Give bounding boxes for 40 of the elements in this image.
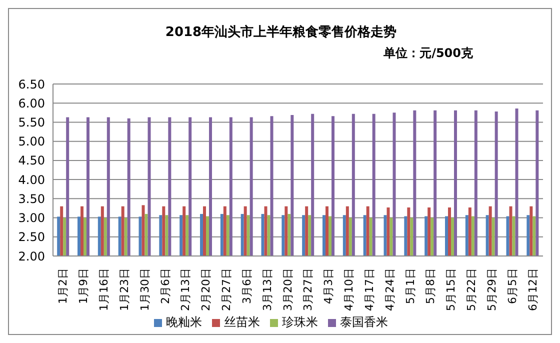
x-tick-label: 4月10日: [342, 268, 356, 311]
x-tick-label: 1月2日: [56, 268, 70, 304]
x-tick-label: 5月22日: [465, 268, 478, 311]
x-tick-label: 5月29日: [485, 268, 498, 311]
x-tick-label: 1月9日: [77, 268, 90, 304]
x-tick-label: 5月15日: [444, 268, 458, 311]
x-tick-label: 2月20日: [200, 268, 213, 311]
x-tick-label: 6月12日: [526, 268, 540, 311]
x-tick-label: 3月27日: [302, 268, 315, 311]
x-tick-label: 2月13日: [179, 268, 192, 311]
y-tick-label: 2.50: [18, 230, 45, 244]
x-tick-label: 2月6日: [158, 268, 172, 304]
x-tick-label: 5月8日: [424, 268, 438, 304]
y-tick-label: 5.50: [18, 115, 45, 130]
x-tick-label: 6月5日: [506, 268, 519, 304]
x-tick-label: 4月24日: [383, 268, 396, 311]
y-tick-label: 4.00: [18, 172, 45, 187]
legend-label: 珍珠米: [282, 315, 318, 329]
x-tick-label: 4月17日: [362, 268, 376, 311]
y-tick-label: 2.00: [18, 249, 45, 264]
x-tick-label: 2月27日: [220, 268, 234, 311]
x-tick-label: 5月1日: [404, 268, 417, 304]
y-tick-label: 3.50: [18, 192, 45, 206]
legend-label: 晚籼米: [166, 315, 202, 329]
y-tick-label: 4.50: [18, 154, 45, 168]
chart-title: 2018年汕头市上半年粮食零售价格走势: [164, 24, 398, 41]
x-tick-label: 1月23日: [118, 268, 131, 311]
y-tick-label: 3.00: [18, 211, 45, 226]
legend-label: 泰国香米: [340, 315, 388, 329]
y-tick-label: 6.00: [18, 96, 45, 110]
x-tick-label: 4月3日: [322, 268, 336, 304]
y-tick-label: 6.50: [18, 77, 45, 92]
legend-label: 丝苗米: [224, 315, 260, 329]
x-tick-label: 1月30日: [138, 268, 152, 311]
x-tick-label: 3月20日: [281, 268, 294, 311]
chart-subtitle: 单位：元/500克: [384, 45, 473, 62]
x-tick-label: 3月13日: [260, 268, 274, 311]
y-tick-label: 5.00: [18, 134, 45, 149]
x-tick-label: 1月16日: [98, 268, 111, 311]
x-tick-label: 3月6日: [240, 268, 254, 304]
